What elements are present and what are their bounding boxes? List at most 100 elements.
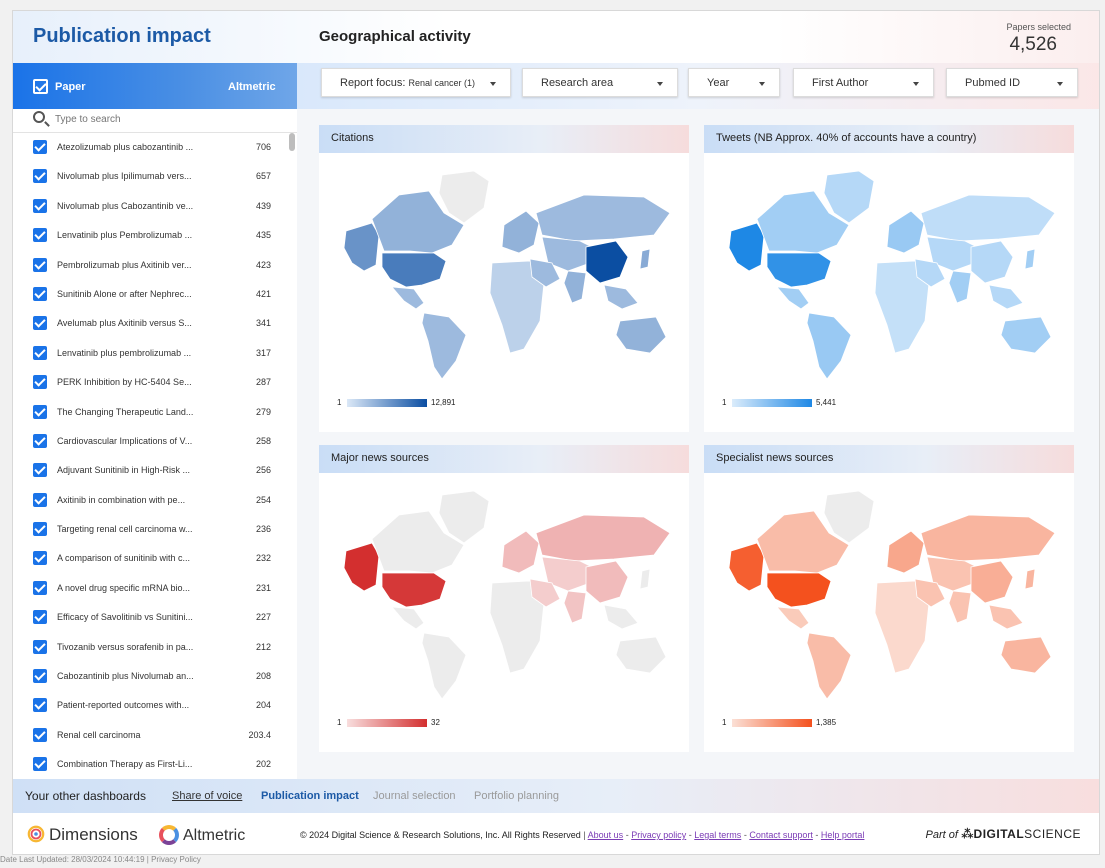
map-region-australia[interactable] xyxy=(615,636,667,674)
map-region-alaska[interactable] xyxy=(343,542,380,592)
map-region-australia[interactable] xyxy=(1000,316,1052,354)
paper-row[interactable]: Adjuvant Sunitinib in High-Risk ... 256 xyxy=(13,456,297,485)
paper-row[interactable]: Nivolumab plus Cabozantinib ve... 439 xyxy=(13,192,297,221)
map-region-japan[interactable] xyxy=(639,568,651,590)
map-region-china[interactable] xyxy=(585,240,629,284)
paper-row[interactable]: Sunitinib Alone or after Nephrec... 421 xyxy=(13,280,297,309)
map-region-india[interactable] xyxy=(948,270,972,304)
paper-row[interactable]: Cabozantinib plus Nivolumab an... 208 xyxy=(13,662,297,691)
map-region-japan[interactable] xyxy=(1024,568,1036,590)
altmetric-logo[interactable]: Altmetric xyxy=(159,825,245,845)
paper-checkbox[interactable] xyxy=(33,198,47,213)
pubmed-id-dropdown[interactable]: Pubmed ID xyxy=(946,68,1078,97)
report-focus-dropdown[interactable]: Report focus: Renal cancer (1) xyxy=(321,68,511,97)
first-author-dropdown[interactable]: First Author xyxy=(793,68,934,97)
map-region-canada[interactable] xyxy=(371,510,465,574)
map-region-russia[interactable] xyxy=(920,194,1056,242)
paper-checkbox[interactable] xyxy=(33,698,47,713)
map-region-india[interactable] xyxy=(948,590,972,624)
map-region-usa[interactable] xyxy=(381,252,447,288)
paper-checkbox[interactable] xyxy=(33,433,47,448)
map-region-mideast[interactable] xyxy=(529,258,561,288)
publication-impact-link[interactable]: Publication impact xyxy=(261,790,359,802)
paper-checkbox[interactable] xyxy=(33,286,47,301)
about-us-link[interactable]: About us xyxy=(587,830,624,840)
map-region-europe[interactable] xyxy=(501,210,540,254)
paper-row[interactable]: Patient-reported outcomes with... 204 xyxy=(13,691,297,720)
paper-row[interactable]: Lenvatinib plus pembrolizumab ... 317 xyxy=(13,339,297,368)
map-region-greenland[interactable] xyxy=(438,170,490,224)
specialist-news-world-map[interactable] xyxy=(709,473,1069,703)
paper-checkbox[interactable] xyxy=(33,522,47,537)
paper-checkbox[interactable] xyxy=(33,463,47,478)
portfolio-planning-link[interactable]: Portfolio planning xyxy=(474,790,560,802)
map-region-alaska[interactable] xyxy=(343,222,380,272)
digital-science-logo[interactable]: Part of ⁂DIGITALSCIENCE xyxy=(926,827,1081,841)
paper-checkbox[interactable] xyxy=(33,375,47,390)
paper-column-header[interactable]: Paper xyxy=(55,81,86,93)
map-region-usa[interactable] xyxy=(766,572,832,608)
paper-row[interactable]: The Changing Therapeutic Land... 279 xyxy=(13,398,297,427)
map-region-china[interactable] xyxy=(970,560,1014,604)
research-area-dropdown[interactable]: Research area xyxy=(522,68,678,97)
map-region-canada[interactable] xyxy=(756,190,850,254)
paper-row[interactable]: PERK Inhibition by HC-5404 Se... 287 xyxy=(13,368,297,397)
map-region-europe[interactable] xyxy=(886,530,925,574)
year-dropdown[interactable]: Year xyxy=(688,68,780,97)
map-region-china[interactable] xyxy=(970,240,1014,284)
map-region-russia[interactable] xyxy=(535,194,671,242)
share-of-voice-link[interactable]: Share of voice xyxy=(172,790,243,802)
paper-row[interactable]: Renal cell carcinoma 203.4 xyxy=(13,721,297,750)
paper-checkbox[interactable] xyxy=(33,551,47,566)
paper-checkbox[interactable] xyxy=(33,492,47,507)
map-region-europe[interactable] xyxy=(886,210,925,254)
paper-checkbox[interactable] xyxy=(33,404,47,419)
paper-checkbox[interactable] xyxy=(33,345,47,360)
map-region-mideast[interactable] xyxy=(914,258,946,288)
altmetric-column-header[interactable]: Altmetric xyxy=(228,81,276,93)
map-region-samerica[interactable] xyxy=(421,632,467,700)
paper-row[interactable]: A novel drug specific mRNA bio... 231 xyxy=(13,574,297,603)
dimensions-logo[interactable]: Dimensions xyxy=(27,825,138,845)
paper-checkbox[interactable] xyxy=(33,727,47,742)
paper-row[interactable]: Nivolumab plus Ipilimumab vers... 657 xyxy=(13,162,297,191)
map-region-india[interactable] xyxy=(563,590,587,624)
paper-row[interactable]: Efficacy of Savolitinib vs Sunitini... 22… xyxy=(13,603,297,632)
map-region-usa[interactable] xyxy=(766,252,832,288)
paper-row[interactable]: Pembrolizumab plus Axitinib ver... 423 xyxy=(13,251,297,280)
map-region-japan[interactable] xyxy=(1024,248,1036,270)
legal-terms-link[interactable]: Legal terms xyxy=(694,830,742,840)
map-region-samerica[interactable] xyxy=(421,312,467,380)
paper-row[interactable]: Atezolizumab plus cabozantinib ... 706 xyxy=(13,133,297,162)
paper-row[interactable]: A comparison of sunitinib with c... 232 xyxy=(13,544,297,573)
map-region-greenland[interactable] xyxy=(823,490,875,544)
map-region-india[interactable] xyxy=(563,270,587,304)
paper-checkbox[interactable] xyxy=(33,169,47,184)
paper-row[interactable]: Cardiovascular Implications of V... 258 xyxy=(13,427,297,456)
select-all-checkbox[interactable] xyxy=(33,79,48,94)
paper-row[interactable]: Axitinib in combination with pe... 254 xyxy=(13,486,297,515)
citations-world-map[interactable] xyxy=(324,153,684,383)
map-region-greenland[interactable] xyxy=(438,490,490,544)
paper-list-scrollbar[interactable] xyxy=(289,133,295,151)
map-region-mideast[interactable] xyxy=(914,578,946,608)
map-region-canada[interactable] xyxy=(756,510,850,574)
map-region-samerica[interactable] xyxy=(806,632,852,700)
map-region-mexico[interactable] xyxy=(391,286,425,310)
paper-row[interactable]: Avelumab plus Axitinib versus S... 341 xyxy=(13,309,297,338)
map-region-seasia[interactable] xyxy=(988,284,1024,310)
map-region-mexico[interactable] xyxy=(391,606,425,630)
paper-checkbox[interactable] xyxy=(33,669,47,684)
map-region-australia[interactable] xyxy=(1000,636,1052,674)
paper-row[interactable]: Lenvatinib plus Pembrolizumab ... 435 xyxy=(13,221,297,250)
map-region-mexico[interactable] xyxy=(776,286,810,310)
paper-row[interactable]: Combination Therapy as First-Li... 202 xyxy=(13,750,297,776)
map-region-seasia[interactable] xyxy=(603,284,639,310)
paper-search-input[interactable] xyxy=(55,111,275,127)
contact-support-link[interactable]: Contact support xyxy=(749,830,813,840)
tweets-world-map[interactable] xyxy=(709,153,1069,383)
journal-selection-link[interactable]: Journal selection xyxy=(373,790,456,802)
help-portal-link[interactable]: Help portal xyxy=(820,830,865,840)
privacy-policy-link[interactable]: Privacy policy xyxy=(631,830,687,840)
map-region-europe[interactable] xyxy=(501,530,540,574)
